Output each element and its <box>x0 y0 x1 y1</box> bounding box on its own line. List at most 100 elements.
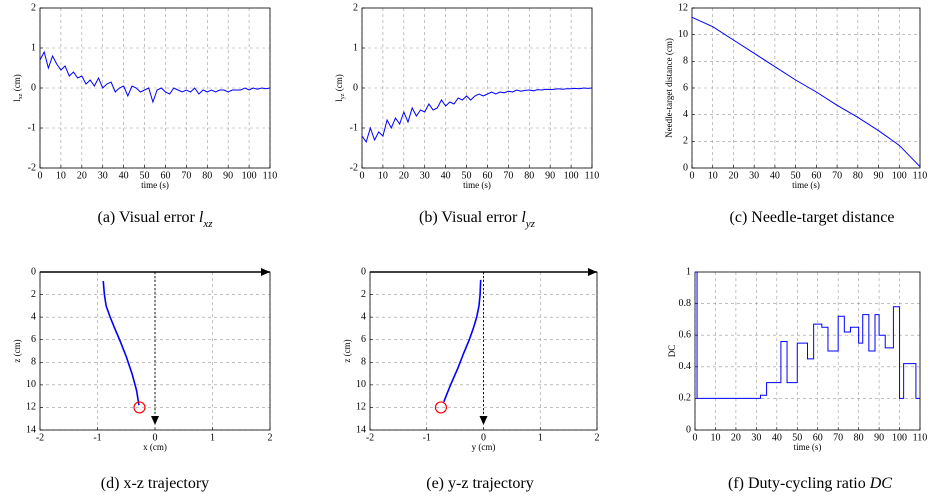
y-axis-label-sub: yz <box>340 93 346 99</box>
x-tick-label: 10 <box>56 170 66 181</box>
y-tick-label: 0 <box>361 266 366 277</box>
y-tick-label: 0.4 <box>679 361 692 372</box>
caption: (b) Visual error lyz <box>419 209 536 230</box>
x-axis-label: time (s) <box>141 180 169 190</box>
y-axis-label-unit: (cm) <box>334 74 344 93</box>
x-tick-label: 0 <box>360 170 365 181</box>
y-tick-label: 4 <box>31 311 36 322</box>
data-line <box>691 16 921 168</box>
x-tick-label: 70 <box>181 170 191 181</box>
x-tick-label: 30 <box>749 170 759 181</box>
x-tick-label: 40 <box>441 170 451 181</box>
x-tick-label: 20 <box>399 170 409 181</box>
x-tick-label: -1 <box>93 432 101 443</box>
y-tick-label: 14 <box>26 424 36 435</box>
caption-sub: yz <box>525 218 536 230</box>
x-tick-label: 50 <box>792 432 802 443</box>
y-tick-label: 0 <box>686 424 691 435</box>
x-tick-label: 70 <box>833 432 843 443</box>
y-tick-label: 2 <box>353 2 358 13</box>
arrow-head <box>588 268 597 276</box>
x-tick-label: -2 <box>366 432 374 443</box>
x-tick-label: 30 <box>751 432 761 443</box>
y-axis-label: DC <box>667 345 677 358</box>
y-tick-label: 10 <box>678 29 688 40</box>
y-tick-label: 2 <box>31 289 36 300</box>
x-tick-label: 70 <box>503 170 513 181</box>
x-tick-label: 100 <box>564 170 579 181</box>
y-tick-label: 14 <box>356 424 366 435</box>
x-tick-label: 80 <box>524 170 534 181</box>
x-tick-label: 60 <box>482 170 492 181</box>
x-tick-label: -1 <box>423 432 431 443</box>
y-tick-label: 12 <box>26 402 36 413</box>
subplot: 0 10 20 30 40 50 60 70 80 90 100 110 0 0.2 0.4 0.6 0.8 1 t… <box>667 266 927 491</box>
y-tick-label: 6 <box>361 334 366 345</box>
y-axis-label-base: l <box>12 99 22 102</box>
caption-math: l <box>521 209 526 226</box>
y-tick-label: 1 <box>31 42 36 53</box>
y-tick-label: 8 <box>31 357 36 368</box>
y-tick-label: 4 <box>683 109 688 120</box>
caption-text: (e) y-z trajectory <box>426 475 533 492</box>
x-tick-label: 10 <box>710 432 720 443</box>
y-tick-label: 12 <box>678 2 688 13</box>
y-tick-label: 2 <box>361 289 366 300</box>
axes-frame <box>694 271 921 431</box>
x-tick-label: 110 <box>263 170 278 181</box>
arrow-head <box>151 416 159 425</box>
y-tick-label: 8 <box>361 357 366 368</box>
target <box>434 401 448 414</box>
y-tick-label: 1 <box>686 266 691 277</box>
y-tick-label: -1 <box>28 122 36 133</box>
x-tick-label: 30 <box>98 170 108 181</box>
x-tick-label: 90 <box>545 170 555 181</box>
y-tick-label: 0 <box>31 266 36 277</box>
caption-text: (d) x-z trajectory <box>101 475 209 492</box>
y-axis-label: z (cm) <box>12 339 22 362</box>
caption-text: (f) Duty-cycling ratio <box>728 475 870 492</box>
y-tick-label: 4 <box>361 311 366 322</box>
caption: (c) Needle-target distance <box>730 209 895 226</box>
subplot: 0 10 20 30 40 50 60 70 80 90 100 110 -2 -1 0 1 2 time (s)… <box>334 2 599 229</box>
y-tick-label: 6 <box>683 82 688 93</box>
x-tick-label: 1 <box>538 432 543 443</box>
y-tick-label: 8 <box>683 56 688 67</box>
x-tick-label: 10 <box>378 170 388 181</box>
x-tick-label: 100 <box>242 170 257 181</box>
x-tick-label: 80 <box>854 432 864 443</box>
data-line <box>695 271 920 399</box>
y-tick-label: 10 <box>26 379 36 390</box>
target <box>133 401 146 414</box>
x-tick-label: 100 <box>892 170 907 181</box>
y-axis-label: lyz (cm) <box>334 74 346 101</box>
x-tick-label: 40 <box>770 170 780 181</box>
x-tick-label: 1 <box>210 432 215 443</box>
caption-text: (b) Visual error <box>419 209 521 226</box>
x-tick-label: 0 <box>481 432 486 443</box>
y-axis-label-sub: xz <box>18 93 24 99</box>
arrow-head <box>261 268 270 276</box>
y-axis-label: Needle-target distance (cm) <box>664 38 674 138</box>
data-line <box>361 87 593 144</box>
caption-math: l <box>199 209 204 226</box>
data-line <box>443 279 482 403</box>
x-axis-label: time (s) <box>792 180 820 190</box>
x-tick-label: 110 <box>913 432 928 443</box>
y-axis-label-base: l <box>334 99 344 102</box>
y-tick-label: 0 <box>683 162 688 173</box>
x-tick-label: 90 <box>223 170 233 181</box>
x-tick-label: -2 <box>36 432 44 443</box>
x-tick-label: 70 <box>832 170 842 181</box>
y-axis-label: lxz (cm) <box>12 74 24 101</box>
y-tick-label: 2 <box>31 2 36 13</box>
caption: (a) Visual error lxz <box>98 209 214 230</box>
x-tick-label: 110 <box>913 170 928 181</box>
x-tick-label: 50 <box>140 170 150 181</box>
y-axis-label: z (cm) <box>342 339 352 362</box>
y-tick-label: 0.8 <box>679 298 692 309</box>
caption-sub: xz <box>202 218 213 230</box>
